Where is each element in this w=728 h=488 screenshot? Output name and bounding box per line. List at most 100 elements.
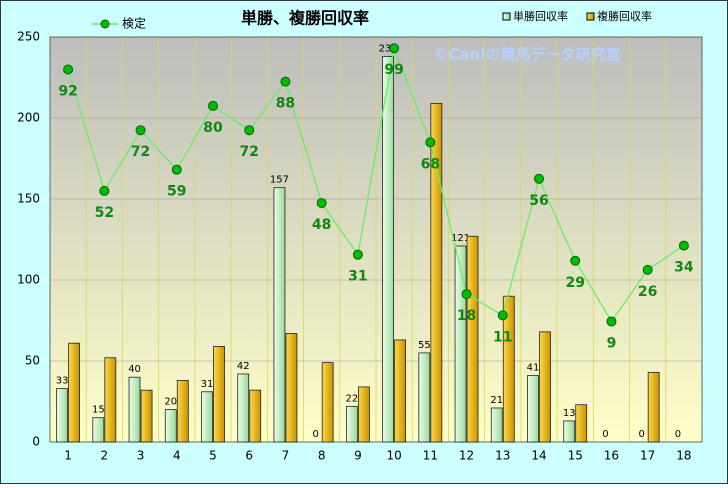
- bar: [92, 417, 105, 443]
- data-label: 55: [418, 340, 431, 351]
- x-tick-label: 1: [64, 449, 72, 463]
- data-label: 80: [203, 120, 223, 136]
- bar: [176, 380, 189, 443]
- data-label: 88: [276, 96, 295, 112]
- x-tick-label: 13: [495, 449, 510, 463]
- line: [67, 45, 685, 323]
- bar: [237, 373, 250, 443]
- bar: [56, 388, 69, 443]
- bar: [563, 420, 576, 443]
- data-label: 72: [239, 144, 258, 160]
- data-label: 42: [237, 361, 250, 372]
- data-label: 29: [565, 275, 584, 291]
- y-tick-label: 50: [25, 354, 40, 368]
- legend: 検定 単勝回収率 複勝回収率: [92, 9, 652, 31]
- x-tick-label: 3: [137, 449, 145, 463]
- y-tick-label: 0: [32, 435, 40, 449]
- line-marker: [244, 125, 255, 136]
- x-tick-label: 17: [640, 449, 655, 463]
- data-label: 0: [638, 429, 644, 440]
- y-tick-label: 250: [17, 30, 40, 44]
- data-label: 13: [563, 408, 576, 419]
- x-tick-label: 6: [245, 449, 253, 463]
- bar: [647, 371, 660, 443]
- bar: [357, 386, 370, 443]
- bar: [128, 376, 141, 443]
- data-label: 33: [56, 376, 69, 387]
- data-label: 157: [270, 175, 289, 186]
- x-tick-label: 14: [531, 449, 546, 463]
- y-tick-label: 100: [17, 273, 40, 287]
- bar: [490, 407, 503, 443]
- data-label: 238: [379, 43, 398, 54]
- bar: [382, 56, 395, 443]
- legend-swatch: [586, 12, 595, 21]
- x-tick-label: 10: [386, 449, 401, 463]
- line-marker: [171, 164, 182, 175]
- data-label: 18: [457, 308, 476, 324]
- data-label: 22: [346, 393, 359, 404]
- chart-title: 単勝、複勝回収率: [241, 9, 369, 28]
- bar: [285, 333, 298, 443]
- line-marker: [99, 185, 110, 196]
- bar: [527, 375, 539, 443]
- legend-marker: [100, 19, 110, 29]
- y-tick-label: 150: [17, 192, 40, 206]
- bar: [68, 342, 81, 443]
- line-marker: [606, 316, 617, 327]
- line-marker: [389, 43, 400, 54]
- data-label: 34: [674, 260, 694, 276]
- line-marker: [352, 249, 363, 260]
- watermark: ©Caniの競馬データ研究室: [434, 46, 621, 64]
- line-marker: [208, 100, 218, 111]
- bar: [430, 103, 443, 443]
- data-label: 59: [167, 184, 186, 200]
- line-marker: [678, 240, 689, 251]
- x-tick-label: 2: [101, 449, 109, 463]
- line-marker: [63, 64, 74, 75]
- bar: [273, 187, 286, 443]
- bar: [321, 362, 334, 443]
- x-tick-label: 16: [604, 449, 619, 463]
- bar: [502, 295, 515, 443]
- line-marker: [497, 310, 508, 321]
- line-marker: [461, 289, 472, 300]
- line-marker: [135, 125, 146, 136]
- data-label: 40: [128, 364, 141, 375]
- data-label: 121: [451, 233, 470, 244]
- data-label: 48: [312, 217, 331, 233]
- bar: [164, 409, 177, 443]
- y-tick-label: 200: [17, 111, 40, 125]
- line-marker: [280, 76, 291, 87]
- data-label: 41: [527, 363, 540, 374]
- data-label: 11: [493, 329, 512, 345]
- data-label: 92: [58, 83, 77, 99]
- bar: [394, 339, 407, 443]
- legend-label: 単勝回収率: [513, 9, 568, 23]
- data-label: 26: [638, 284, 657, 300]
- x-tick-label: 5: [209, 449, 217, 463]
- x-tick-label: 9: [354, 449, 362, 463]
- bar: [104, 357, 117, 443]
- data-label: 56: [529, 193, 548, 209]
- data-label: 20: [164, 397, 177, 408]
- data-label: 52: [95, 205, 114, 221]
- x-tick-label: 8: [318, 449, 326, 463]
- data-label: 0: [602, 429, 608, 440]
- data-label: 72: [131, 144, 150, 160]
- x-tick-label: 4: [173, 449, 181, 463]
- bar: [466, 235, 479, 443]
- bar: [345, 405, 358, 443]
- legend-swatch: [502, 12, 511, 21]
- x-tick-label: 18: [676, 449, 691, 463]
- plot-border: [49, 36, 703, 443]
- bar: [249, 389, 262, 443]
- bar: [201, 391, 213, 443]
- bar: [140, 389, 153, 443]
- bar: [539, 331, 551, 443]
- data-label: 31: [348, 269, 367, 285]
- line-marker: [570, 255, 581, 266]
- bar: [213, 346, 225, 443]
- x-tick-label: 7: [282, 449, 290, 463]
